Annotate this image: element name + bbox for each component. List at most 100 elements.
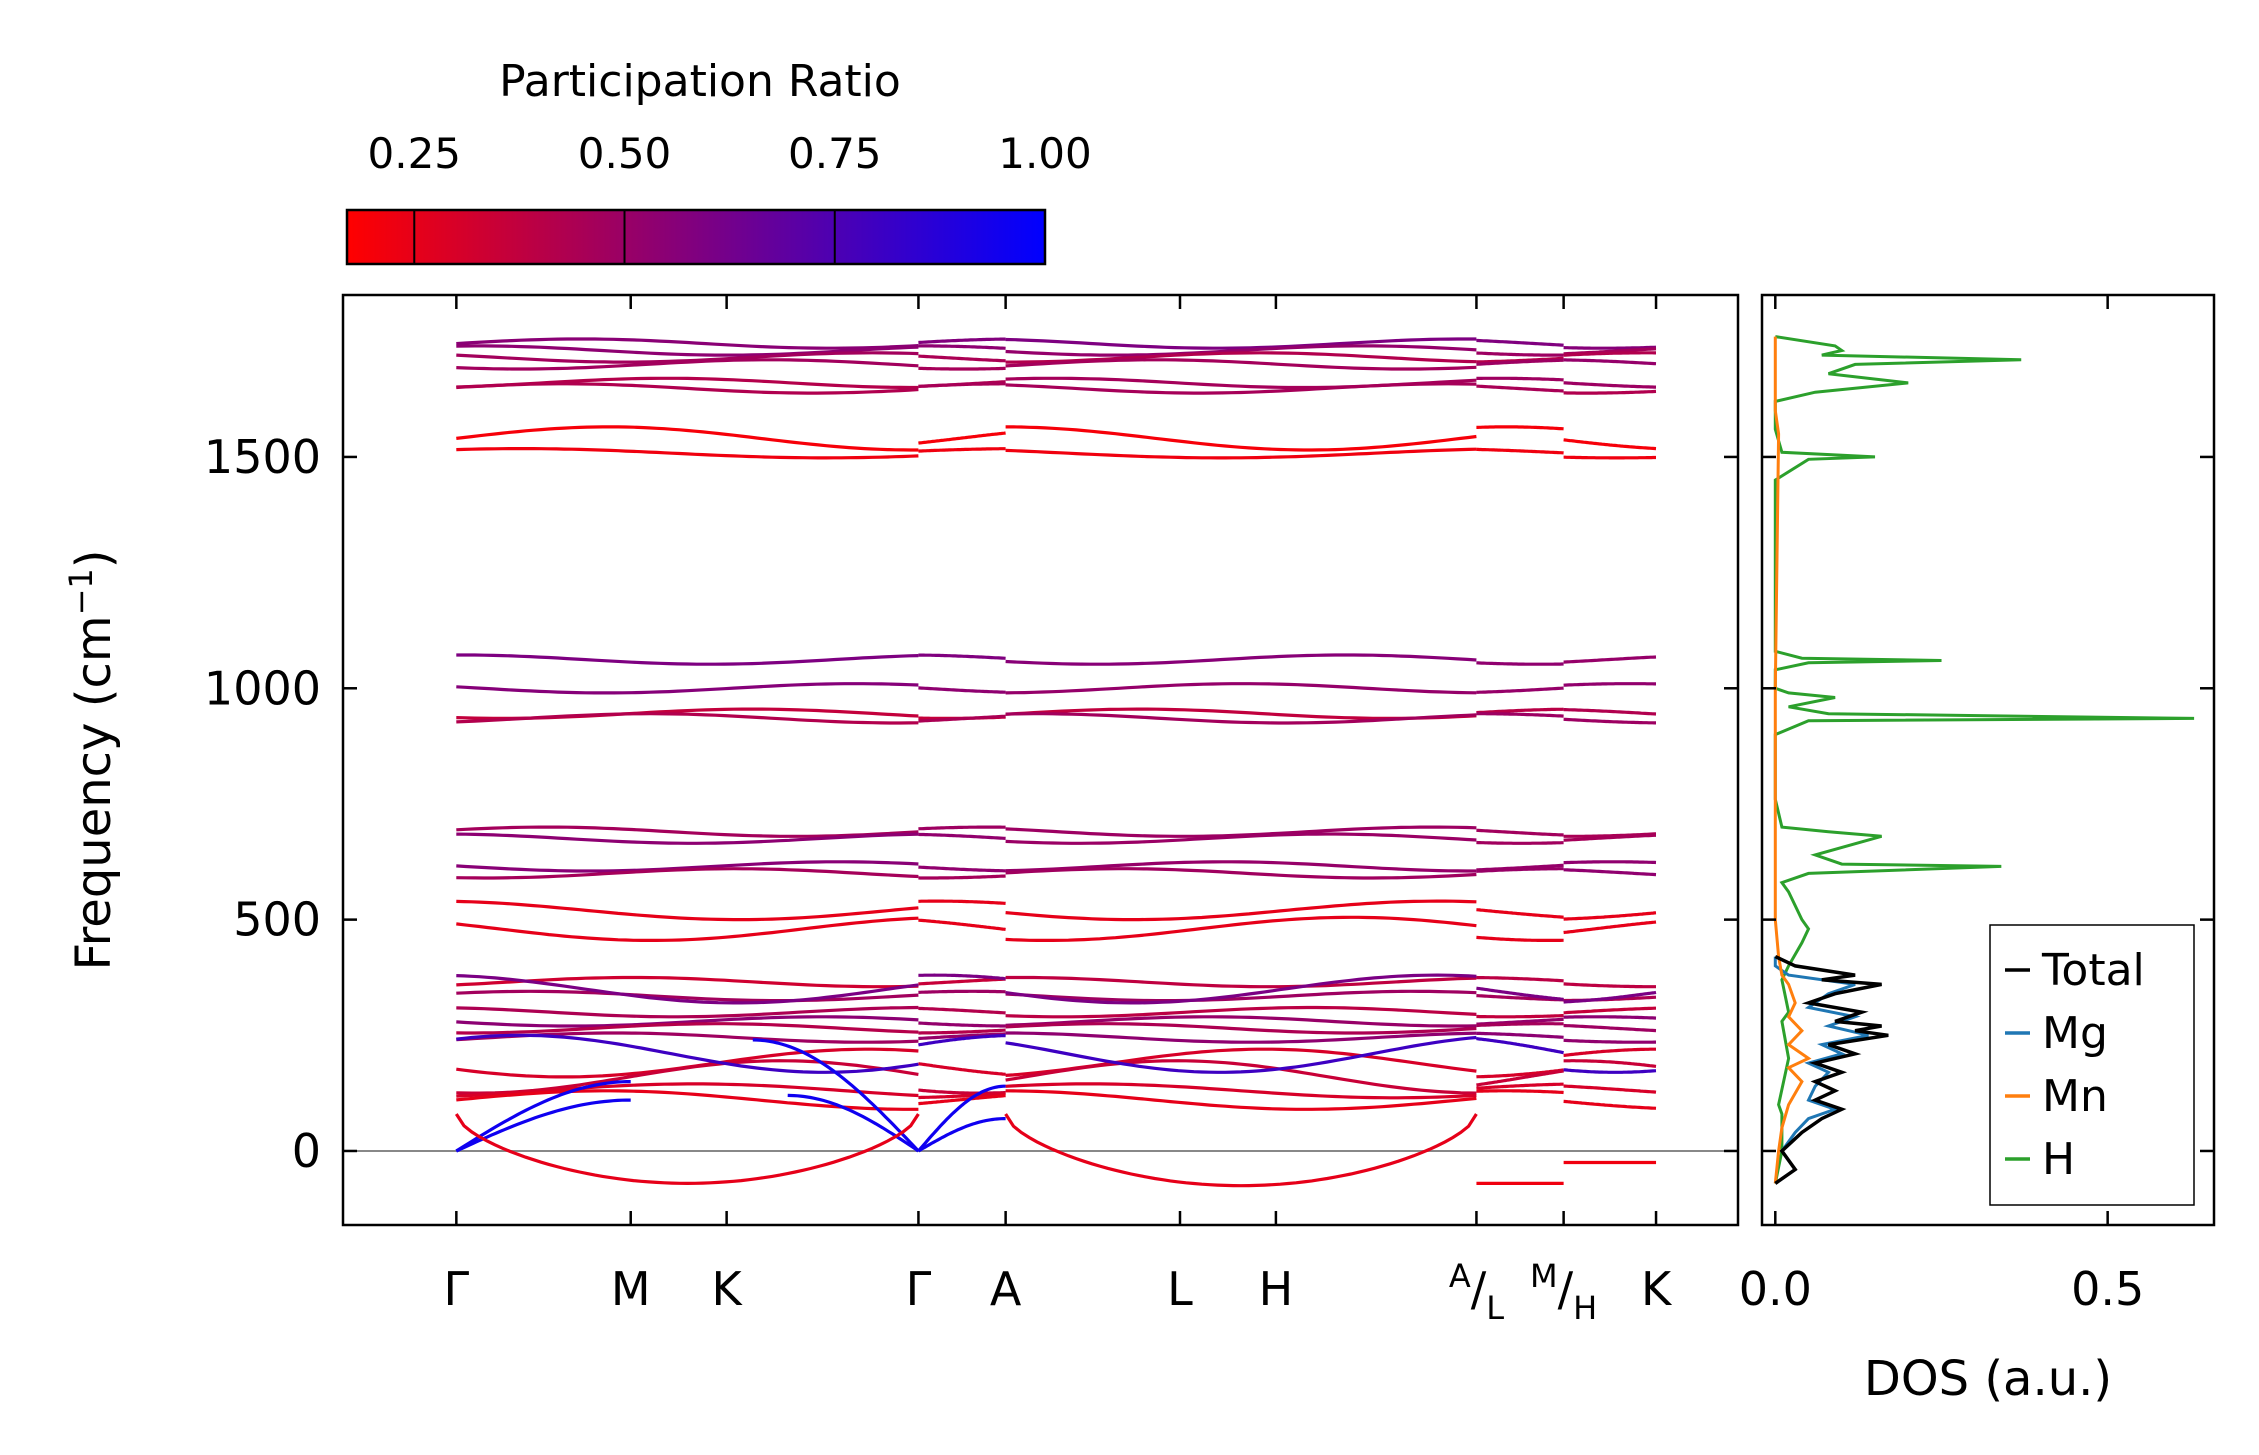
band-line [1005,447,1477,460]
dos-series-total [1774,955,1889,1185]
band-line [456,1082,919,1098]
band-line [456,832,919,845]
band-line [1563,455,1656,460]
band-line [456,337,919,350]
dos-lines [1773,335,2195,1185]
y-tick-label: 1500 [204,430,321,484]
band-line [1005,376,1477,390]
band-line [918,1028,1006,1035]
band-line [1005,425,1477,452]
dos-series-mn [1773,336,1812,1184]
band-line [1563,381,1656,389]
band-line [1563,1006,1656,1015]
y-axis-label-close: ) [66,549,122,568]
acoustic-band-line [752,1038,920,1153]
band-line [456,1005,919,1019]
band-line [1476,840,1564,845]
band-line [1563,833,1656,842]
band-line [1005,1082,1477,1100]
band-line [1005,1059,1477,1095]
band-line [1005,1035,1477,1074]
band-line [1005,860,1477,873]
band-line [1563,911,1657,921]
band-line [1476,351,1564,357]
band-line [1563,1023,1657,1033]
legend-label-total: Total [2041,945,2145,996]
band-line [1563,860,1657,865]
band-line [456,1089,919,1111]
acoustic-band-line [917,1084,1006,1153]
dos-x-tick-label: 0.5 [2071,1262,2144,1316]
dos-panel: 0.0 0.5 DOS (a.u.) Total Mg Mn H [1739,293,2216,1407]
band-line [1476,1089,1564,1095]
dos-x-axis-label: DOS (a.u.) [1864,1351,2112,1407]
colorbar-tick-label: 0.50 [578,129,672,178]
band-line [918,686,1006,694]
band-plot-frame [341,293,1740,1227]
band-line [1005,915,1477,942]
band-line [918,973,1006,981]
x-tick-label-upper: A [1449,1257,1471,1295]
band-line [1005,1022,1477,1035]
band-line [1563,655,1657,664]
band-line [918,431,1006,445]
band-line [1005,975,1477,989]
band-line [1476,384,1564,393]
band-line [1005,1015,1477,1028]
band-line [918,366,1006,371]
band-line [1005,832,1477,845]
x-tick-label-lower: L [1486,1289,1504,1327]
band-line [1005,989,1477,1003]
x-tick-label-lower: H [1573,1289,1597,1327]
band-line [1563,717,1656,725]
band-line [918,344,1006,350]
band-line [1563,1068,1657,1074]
band-line [1005,973,1477,1005]
x-tick-label: K [712,1262,744,1316]
band-line [918,832,1006,840]
band-line [1563,1047,1656,1057]
band-line [1563,1059,1657,1068]
band-line [1005,337,1477,350]
band-line [1476,707,1564,715]
band-lines [343,337,1738,1188]
band-line [1563,708,1657,716]
x-tick-label-slash: / [1558,1262,1574,1316]
band-line [1476,661,1564,666]
band-line [1563,351,1656,357]
band-line [918,874,1006,880]
band-line [456,899,919,922]
dos-series-mg [1773,956,1869,1185]
band-line [456,1022,919,1035]
x-tick-label: A/L [1449,1257,1504,1327]
band-line [1476,1082,1564,1090]
acoustic-band-line [455,1098,631,1153]
imaginary-mode-line [1004,1113,1478,1188]
y-axis-label-main: Frequency (cm [66,615,122,970]
acoustic-band-line [917,1117,1006,1153]
band-line [1476,686,1564,694]
x-tick-label: M [611,1262,651,1316]
band-line [456,447,919,460]
x-tick-label: A [990,1262,1022,1316]
band-line [918,825,1006,831]
colorbar-label: Participation Ratio [499,56,901,107]
band-line [1005,1089,1477,1111]
band-line [456,653,919,666]
legend-label-mn: Mn [2042,1071,2108,1122]
band-line [456,867,919,880]
band-line [1005,867,1477,880]
band-line [1563,345,1657,350]
band-line [918,1034,1006,1047]
band-line [456,344,919,357]
band-line [918,337,1006,345]
band-line [1476,358,1564,366]
band-line [918,1091,1006,1100]
dos-x-tick-label: 0.0 [1739,1262,1812,1316]
band-line [918,447,1006,453]
acoustic-band-line [455,1080,631,1153]
band-line [456,682,919,695]
x-tick-label-upper: M [1530,1257,1558,1295]
band-line [918,1094,1006,1106]
